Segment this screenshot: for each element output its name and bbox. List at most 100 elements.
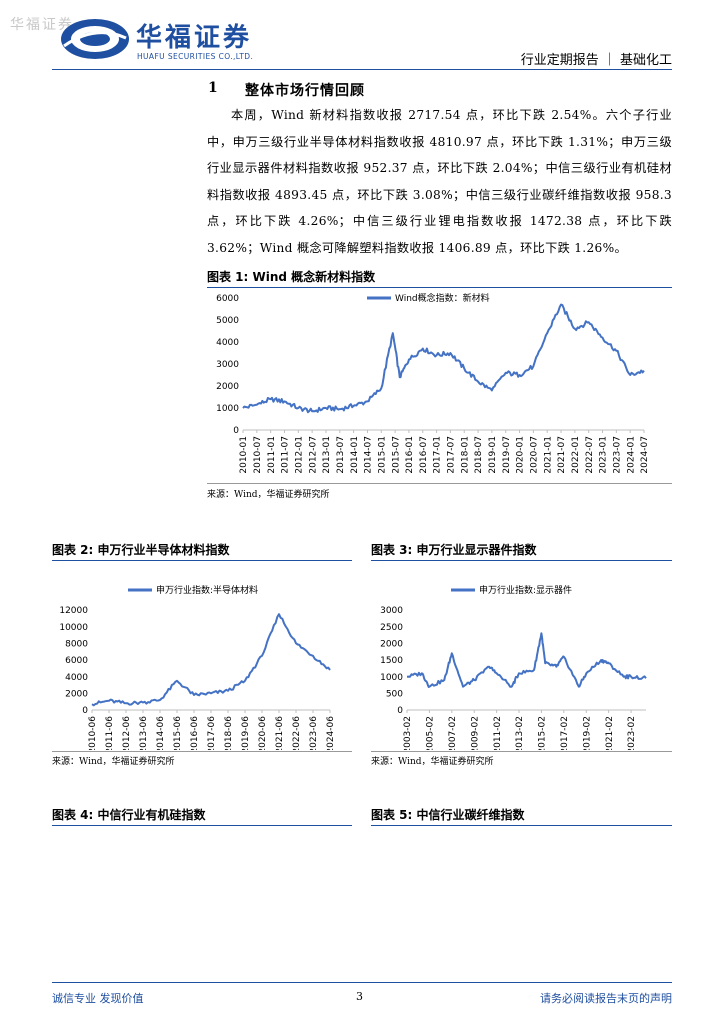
chart-display-devices: 0 500 1000 1500 2000 2500 3000 2003-02 2005-02 20…: [380, 584, 647, 750]
figure-2-source: 来源：Wind，华福证券研究所: [52, 757, 175, 767]
body-paragraph: 本周，Wind 新材料指数收报 2717.54 点，环比下跌 2.54%。六个子…: [207, 108, 672, 255]
y-tick-label: 2500: [380, 623, 403, 633]
y-tick-label: 6000: [65, 656, 88, 666]
figure-2-bottom-rule: [52, 751, 352, 752]
y-tick-label: 3000: [216, 360, 239, 370]
x-tick-label: 2018-01: [460, 436, 470, 474]
figure-5-title: 图表 5: 中信行业碳纤维指数: [371, 808, 525, 822]
brand-name-en: HUAFU SECURITIES CO.,LTD.: [137, 52, 254, 61]
x-tick-label: 2014-06: [156, 716, 166, 750]
x-tick-label: 2018-07: [474, 436, 484, 474]
x-tick-label: 2021-01: [543, 436, 553, 474]
figure-3-rule: [371, 560, 672, 561]
figure-4-title: 图表 4: 中信行业有机硅指数: [52, 808, 206, 822]
footer-divider: [52, 982, 672, 983]
y-tick-label: 3000: [380, 606, 403, 616]
x-tick-label: 2013-07: [336, 436, 346, 474]
series-line: [91, 613, 331, 707]
y-tick-label: 1500: [380, 656, 403, 666]
x-tick-label: 2015-01: [377, 436, 387, 474]
footer-slogan: 诚信专业 发现价值: [52, 992, 144, 1005]
y-tick-label: 2000: [380, 639, 403, 649]
x-tick-label: 2024-01: [626, 436, 636, 474]
y-tick-label: 0: [82, 706, 88, 716]
section-number: 1: [208, 80, 218, 96]
header-divider: [52, 69, 672, 70]
x-tick-label: 2011-01: [267, 436, 277, 474]
x-tick-label: 2015-06: [173, 716, 183, 750]
x-tick-label: 2010-07: [253, 436, 263, 474]
x-tick-label: 2012-06: [122, 716, 132, 750]
y-tick-label: 10000: [59, 623, 88, 633]
x-tick-label: 2016-06: [190, 716, 200, 750]
figure-1-title: 图表 1: Wind 概念新材料指数: [207, 270, 376, 284]
x-tick-label: 2010-01: [239, 436, 249, 474]
x-tick-label: 2014-01: [350, 436, 360, 474]
figure-3-source: 来源：Wind，华福证券研究所: [371, 757, 494, 767]
figure-1-rule: [207, 287, 672, 288]
x-tick-label: 2019-01: [488, 436, 498, 474]
x-tick-label: 2017-07: [447, 436, 457, 474]
page-number: 3: [356, 990, 363, 1003]
figure-4-rule: [52, 825, 352, 826]
y-tick-label: 500: [386, 689, 403, 699]
x-tick-label: 2020-06: [258, 716, 268, 750]
x-tick-label: 2022-01: [571, 436, 581, 474]
figure-3-title: 图表 3: 申万行业显示器件指数: [371, 543, 537, 557]
x-tick-label: 2023-02: [627, 716, 637, 750]
section-title: 整体市场行情回顾: [245, 83, 365, 99]
y-tick-label: 6000: [216, 294, 239, 304]
x-tick-label: 2022-07: [585, 436, 595, 474]
brand-name-cn: 华福证券: [136, 23, 253, 53]
x-tick-label: 2017-06: [207, 716, 217, 750]
x-tick-label: 2021-07: [557, 436, 567, 474]
x-tick-label: 2020-01: [516, 436, 526, 474]
y-tick-label: 0: [397, 706, 403, 716]
series-line: [242, 303, 645, 414]
figure-2-title: 图表 2: 申万行业半导体材料指数: [52, 543, 230, 557]
logo-icon: [61, 19, 129, 59]
x-tick-label: 2019-06: [241, 716, 251, 750]
x-tick-label: 2020-07: [530, 436, 540, 474]
x-tick-label: 2015-02: [538, 716, 548, 750]
x-tick-label: 2003-02: [403, 716, 413, 750]
x-tick-label: 2022-06: [292, 716, 302, 750]
x-tick-label: 2012-01: [294, 436, 304, 474]
y-tick-label: 4000: [216, 338, 239, 348]
x-tick-label: 2005-02: [426, 716, 436, 750]
figure-5-rule: [371, 825, 672, 826]
x-tick-label: 2013-02: [515, 716, 525, 750]
y-tick-label: 12000: [59, 606, 88, 616]
x-tick-label: 2024-06: [326, 716, 336, 750]
figure-1-source: 来源：Wind，华福证券研究所: [207, 490, 330, 500]
y-tick-label: 8000: [65, 639, 88, 649]
x-tick-label: 2011-06: [105, 716, 115, 750]
x-tick-label: 2014-07: [364, 436, 374, 474]
x-tick-label: 2013-01: [322, 436, 332, 474]
y-tick-label: 5000: [216, 316, 239, 326]
report-type: 行业定期报告 ｜ 基础化工: [520, 53, 672, 68]
x-tick-label: 2016-07: [419, 436, 429, 474]
legend-label: 申万行业指数:显示器件: [479, 584, 572, 596]
legend-label: Wind概念指数：新材料: [395, 292, 490, 304]
x-tick-label: 2018-06: [224, 716, 234, 750]
x-tick-label: 2011-07: [281, 436, 291, 474]
x-tick-label: 2019-07: [502, 436, 512, 474]
y-tick-label: 2000: [65, 689, 88, 699]
x-tick-label: 2013-06: [139, 716, 149, 750]
x-tick-label: 2021-06: [275, 716, 285, 750]
chart-new-materials: 0 1000 2000 3000 4000 5000 6000 2010-01 2010-07 2…: [216, 292, 650, 474]
y-tick-label: 1000: [216, 404, 239, 414]
x-tick-label: 2023-01: [599, 436, 609, 474]
legend-label: 申万行业指数:半导体材料: [156, 584, 258, 596]
figure-3-bottom-rule: [371, 751, 672, 752]
x-tick-label: 2024-07: [640, 436, 650, 474]
x-tick-label: 2019-02: [582, 716, 592, 750]
figure-1-bottom-rule: [207, 483, 672, 484]
x-tick-label: 2011-02: [493, 716, 503, 750]
x-tick-label: 2023-06: [309, 716, 319, 750]
y-tick-label: 4000: [65, 673, 88, 683]
x-tick-label: 2017-01: [433, 436, 443, 474]
x-tick-label: 2021-02: [605, 716, 615, 750]
x-tick-label: 2012-07: [308, 436, 318, 474]
